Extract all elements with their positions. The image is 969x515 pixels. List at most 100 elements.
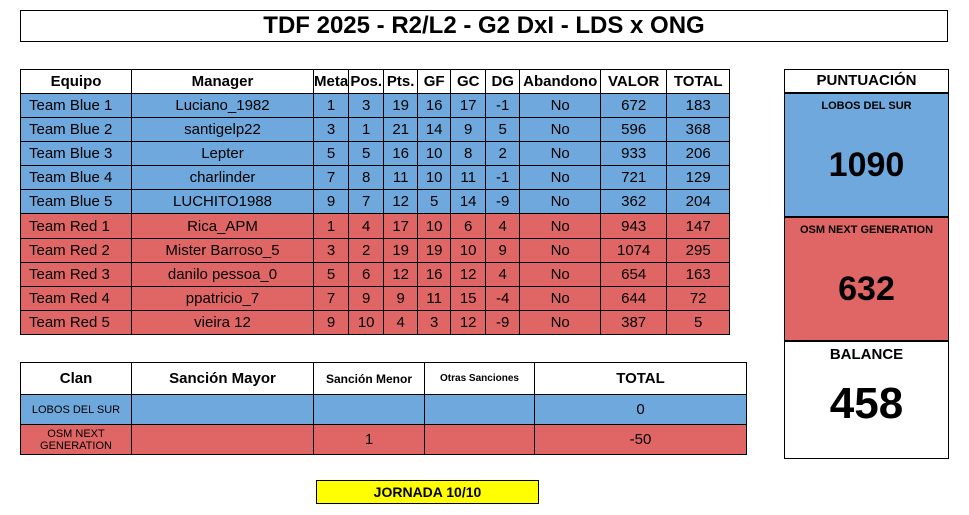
cell-total: 295	[666, 237, 731, 263]
cell-dg: 4	[485, 213, 521, 239]
cell-total: 129	[666, 165, 731, 191]
cell-team: Team Red 4	[20, 285, 132, 311]
cell-team: Team Red 3	[20, 261, 132, 287]
cell-meta: 1	[312, 213, 350, 239]
cell-pos: 10	[348, 309, 385, 335]
cell-gc: 10	[450, 237, 487, 263]
cell-gc: 6	[450, 213, 487, 239]
cell-abandono: No	[519, 117, 602, 143]
col-header-pts: Pts.	[383, 69, 419, 94]
cell-gf: 10	[417, 141, 452, 167]
blue-clan-name: LOBOS DEL SUR	[821, 100, 912, 112]
table-row: Team Blue 1 Luciano_1982 1 3 19 16 17 -1 No 672 18…	[20, 92, 731, 119]
cell-pts: 12	[383, 189, 419, 215]
cell-pos: 4	[348, 213, 385, 239]
cell-meta: 9	[312, 309, 350, 335]
cell-manager: vieira 12	[131, 309, 314, 335]
penalty-total: -50	[534, 424, 747, 455]
pen-header-total: TOTAL	[534, 362, 747, 395]
cell-pts: 21	[383, 117, 419, 143]
cell-valor: 721	[600, 165, 668, 191]
cell-manager: santigelp22	[131, 117, 314, 143]
cell-gf: 14	[417, 117, 452, 143]
cell-abandono: No	[519, 261, 602, 287]
cell-total: 204	[666, 189, 731, 215]
table-row: Team Red 2 Mister Barroso_5 3 2 19 19 10 9 No 107…	[20, 237, 731, 263]
score-header: PUNTUACIÓN	[784, 69, 949, 93]
cell-abandono: No	[519, 92, 602, 119]
cell-abandono: No	[519, 165, 602, 191]
pen-header-otras: Otras Sanciones	[424, 362, 535, 395]
penalties-table: Clan Sanción Mayor Sanción Menor Otras S…	[20, 362, 747, 455]
cell-team: Team Blue 3	[20, 141, 132, 167]
col-header-equipo: Equipo	[20, 69, 132, 94]
cell-manager: LUCHITO1988	[131, 189, 314, 215]
cell-gf: 3	[417, 309, 452, 335]
cell-dg: 4	[485, 261, 521, 287]
jornada-label: JORNADA 10/10	[316, 480, 539, 504]
cell-total: 368	[666, 117, 731, 143]
cell-gc: 8	[450, 141, 487, 167]
cell-gc: 15	[450, 285, 487, 311]
cell-dg: -4	[485, 285, 521, 311]
cell-manager: Rica_APM	[131, 213, 314, 239]
col-header-valor: VALOR	[600, 69, 668, 94]
table-row: Team Red 4 ppatricio_7 7 9 9 11 15 -4 No 644 72	[20, 285, 731, 311]
cell-meta: 3	[312, 237, 350, 263]
cell-team: Team Blue 2	[20, 117, 132, 143]
cell-abandono: No	[519, 309, 602, 335]
cell-valor: 644	[600, 285, 668, 311]
cell-gf: 10	[417, 213, 452, 239]
balance-box: BALANCE 458	[784, 341, 949, 459]
cell-dg: -9	[485, 189, 521, 215]
cell-dg: -1	[485, 165, 521, 191]
cell-valor: 387	[600, 309, 668, 335]
cell-pts: 19	[383, 92, 419, 119]
cell-pts: 4	[383, 309, 419, 335]
cell-gf: 5	[417, 189, 452, 215]
cell-manager: ppatricio_7	[131, 285, 314, 311]
cell-abandono: No	[519, 189, 602, 215]
cell-pos: 7	[348, 189, 385, 215]
cell-abandono: No	[519, 141, 602, 167]
penalty-otras	[424, 394, 535, 425]
table-row: Team Red 3 danilo pessoa_0 5 6 12 16 12 4 No 654 1…	[20, 261, 731, 287]
cell-total: 163	[666, 261, 731, 287]
cell-gc: 12	[450, 261, 487, 287]
cell-gf: 16	[417, 261, 452, 287]
balance-label: BALANCE	[829, 346, 904, 363]
penalty-menor	[313, 394, 425, 425]
table-row: Team Blue 3 Lepter 5 5 16 10 8 2 No 933 206	[20, 141, 731, 167]
red-clan-name: OSM NEXT GENERATION	[799, 224, 934, 236]
cell-abandono: No	[519, 213, 602, 239]
cell-manager: Luciano_1982	[131, 92, 314, 119]
cell-valor: 672	[600, 92, 668, 119]
cell-meta: 1	[312, 92, 350, 119]
cell-pts: 11	[383, 165, 419, 191]
cell-valor: 362	[600, 189, 668, 215]
penalty-clan: OSM NEXT GENERATION	[20, 424, 132, 455]
cell-manager: charlinder	[131, 165, 314, 191]
cell-gf: 11	[417, 285, 452, 311]
cell-total: 72	[666, 285, 731, 311]
cell-abandono: No	[519, 237, 602, 263]
penalty-clan: LOBOS DEL SUR	[20, 394, 132, 425]
cell-team: Team Blue 4	[20, 165, 132, 191]
penalty-total: 0	[534, 394, 747, 425]
col-header-total: TOTAL	[666, 69, 731, 94]
standings-header-row: Equipo Manager Meta Pos. Pts. GF GC DG A…	[20, 69, 731, 94]
cell-pts: 19	[383, 237, 419, 263]
col-header-gc: GC	[450, 69, 487, 94]
col-header-pos: Pos.	[348, 69, 385, 94]
cell-team: Team Red 5	[20, 309, 132, 335]
cell-gc: 14	[450, 189, 487, 215]
pen-header-mayor: Sanción Mayor	[131, 362, 314, 395]
cell-pos: 3	[348, 92, 385, 119]
cell-total: 147	[666, 213, 731, 239]
pen-header-menor: Sanción Menor	[313, 362, 425, 395]
cell-valor: 596	[600, 117, 668, 143]
cell-pts: 9	[383, 285, 419, 311]
blue-clan-points: 1090	[828, 146, 905, 184]
cell-dg: 2	[485, 141, 521, 167]
cell-pts: 16	[383, 141, 419, 167]
